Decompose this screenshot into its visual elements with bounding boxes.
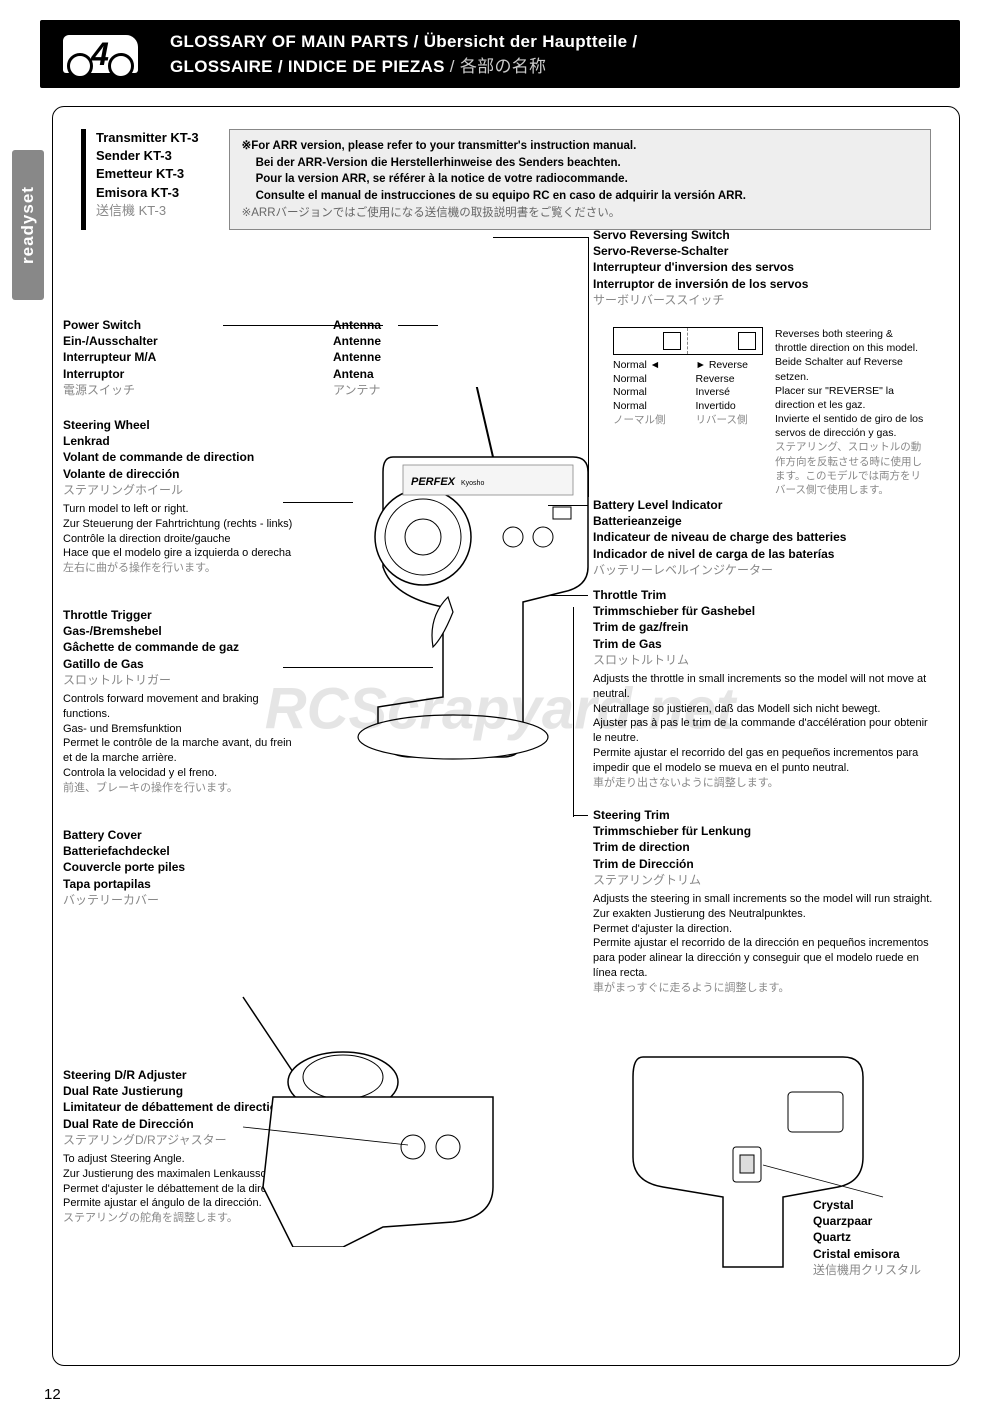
note-fr: Pour la version ARR, se référer à la not…	[256, 171, 628, 188]
product-label: PERFEX	[411, 476, 456, 488]
transmitter-diagram: PERFEX Kyosho	[353, 387, 633, 767]
trans-title-fr: Emetteur KT-3	[96, 165, 199, 183]
section-icon: 4	[40, 20, 160, 88]
content-frame: Transmitter KT-3 Sender KT-3 Emetteur KT…	[52, 106, 960, 1366]
trans-title-de: Sender KT-3	[96, 147, 199, 165]
header-line2-jp: / 各部の名称	[445, 57, 547, 76]
product-sublabel: Kyosho	[461, 480, 484, 487]
label-antenna: Antenna Antenne Antenne Antena アンテナ	[333, 317, 381, 398]
trans-title-jp: 送信機 KT-3	[96, 202, 199, 220]
switch-reverse-col: ► Reverse Reverse Inversé Invertido リバース…	[696, 359, 748, 427]
note-de: Bei der ARR-Version die Herstellerhinwei…	[256, 155, 621, 172]
reverse-switch-box	[613, 327, 763, 355]
transmitter-top-view	[213, 987, 513, 1247]
side-tab-readyset: readyset	[12, 150, 44, 300]
label-servo-reverse: Servo Reversing Switch Servo-Reverse-Sch…	[593, 227, 808, 308]
page-number: 12	[44, 1386, 61, 1403]
section-header: 4 GLOSSARY OF MAIN PARTS / Übersicht der…	[40, 20, 960, 88]
note-es: Consulte el manual de instrucciones de s…	[256, 188, 746, 205]
label-throttle-trigger: Throttle Trigger Gas-/Bremshebel Gâchett…	[63, 607, 293, 796]
note-jp: ※ARRバージョンではご使用になる送信機の取扱説明書をご覧ください。	[242, 207, 621, 219]
label-steering-wheel: Steering Wheel Lenkrad Volant de command…	[63, 417, 293, 576]
label-crystal: Crystal Quarzpaar Quartz Cristal emisora…	[813, 1197, 953, 1278]
note-en: For ARR version, please refer to your tr…	[251, 140, 636, 152]
header-line1: GLOSSARY OF MAIN PARTS / Übersicht der H…	[170, 32, 960, 52]
label-battery-level: Battery Level Indicator Batterieanzeige …	[593, 497, 913, 578]
trans-title-en: Transmitter KT-3	[96, 129, 199, 147]
section-number: 4	[91, 36, 109, 73]
switch-description: Reverses both steering & throttle direct…	[775, 327, 925, 497]
label-power-switch: Power Switch Ein-/Ausschalter Interrupte…	[63, 317, 223, 398]
label-battery-cover: Battery Cover Batteriefachdeckel Couverc…	[63, 827, 263, 908]
arr-note-box: ※For ARR version, please refer to your t…	[229, 129, 931, 230]
transmitter-title: Transmitter KT-3 Sender KT-3 Emetteur KT…	[81, 129, 199, 230]
switch-diagram: Normal ◄ Normal Normal Normal ノーマル側 ► Re…	[613, 327, 993, 497]
header-title: GLOSSARY OF MAIN PARTS / Übersicht der H…	[160, 32, 960, 77]
label-throttle-trim: Throttle Trim Trimmschieber für Gashebel…	[593, 587, 933, 791]
trans-title-es: Emisora KT-3	[96, 184, 199, 202]
header-line2a: GLOSSAIRE / INDICE DE PIEZAS	[170, 57, 445, 76]
label-steering-trim: Steering Trim Trimmschieber für Lenkung …	[593, 807, 933, 996]
